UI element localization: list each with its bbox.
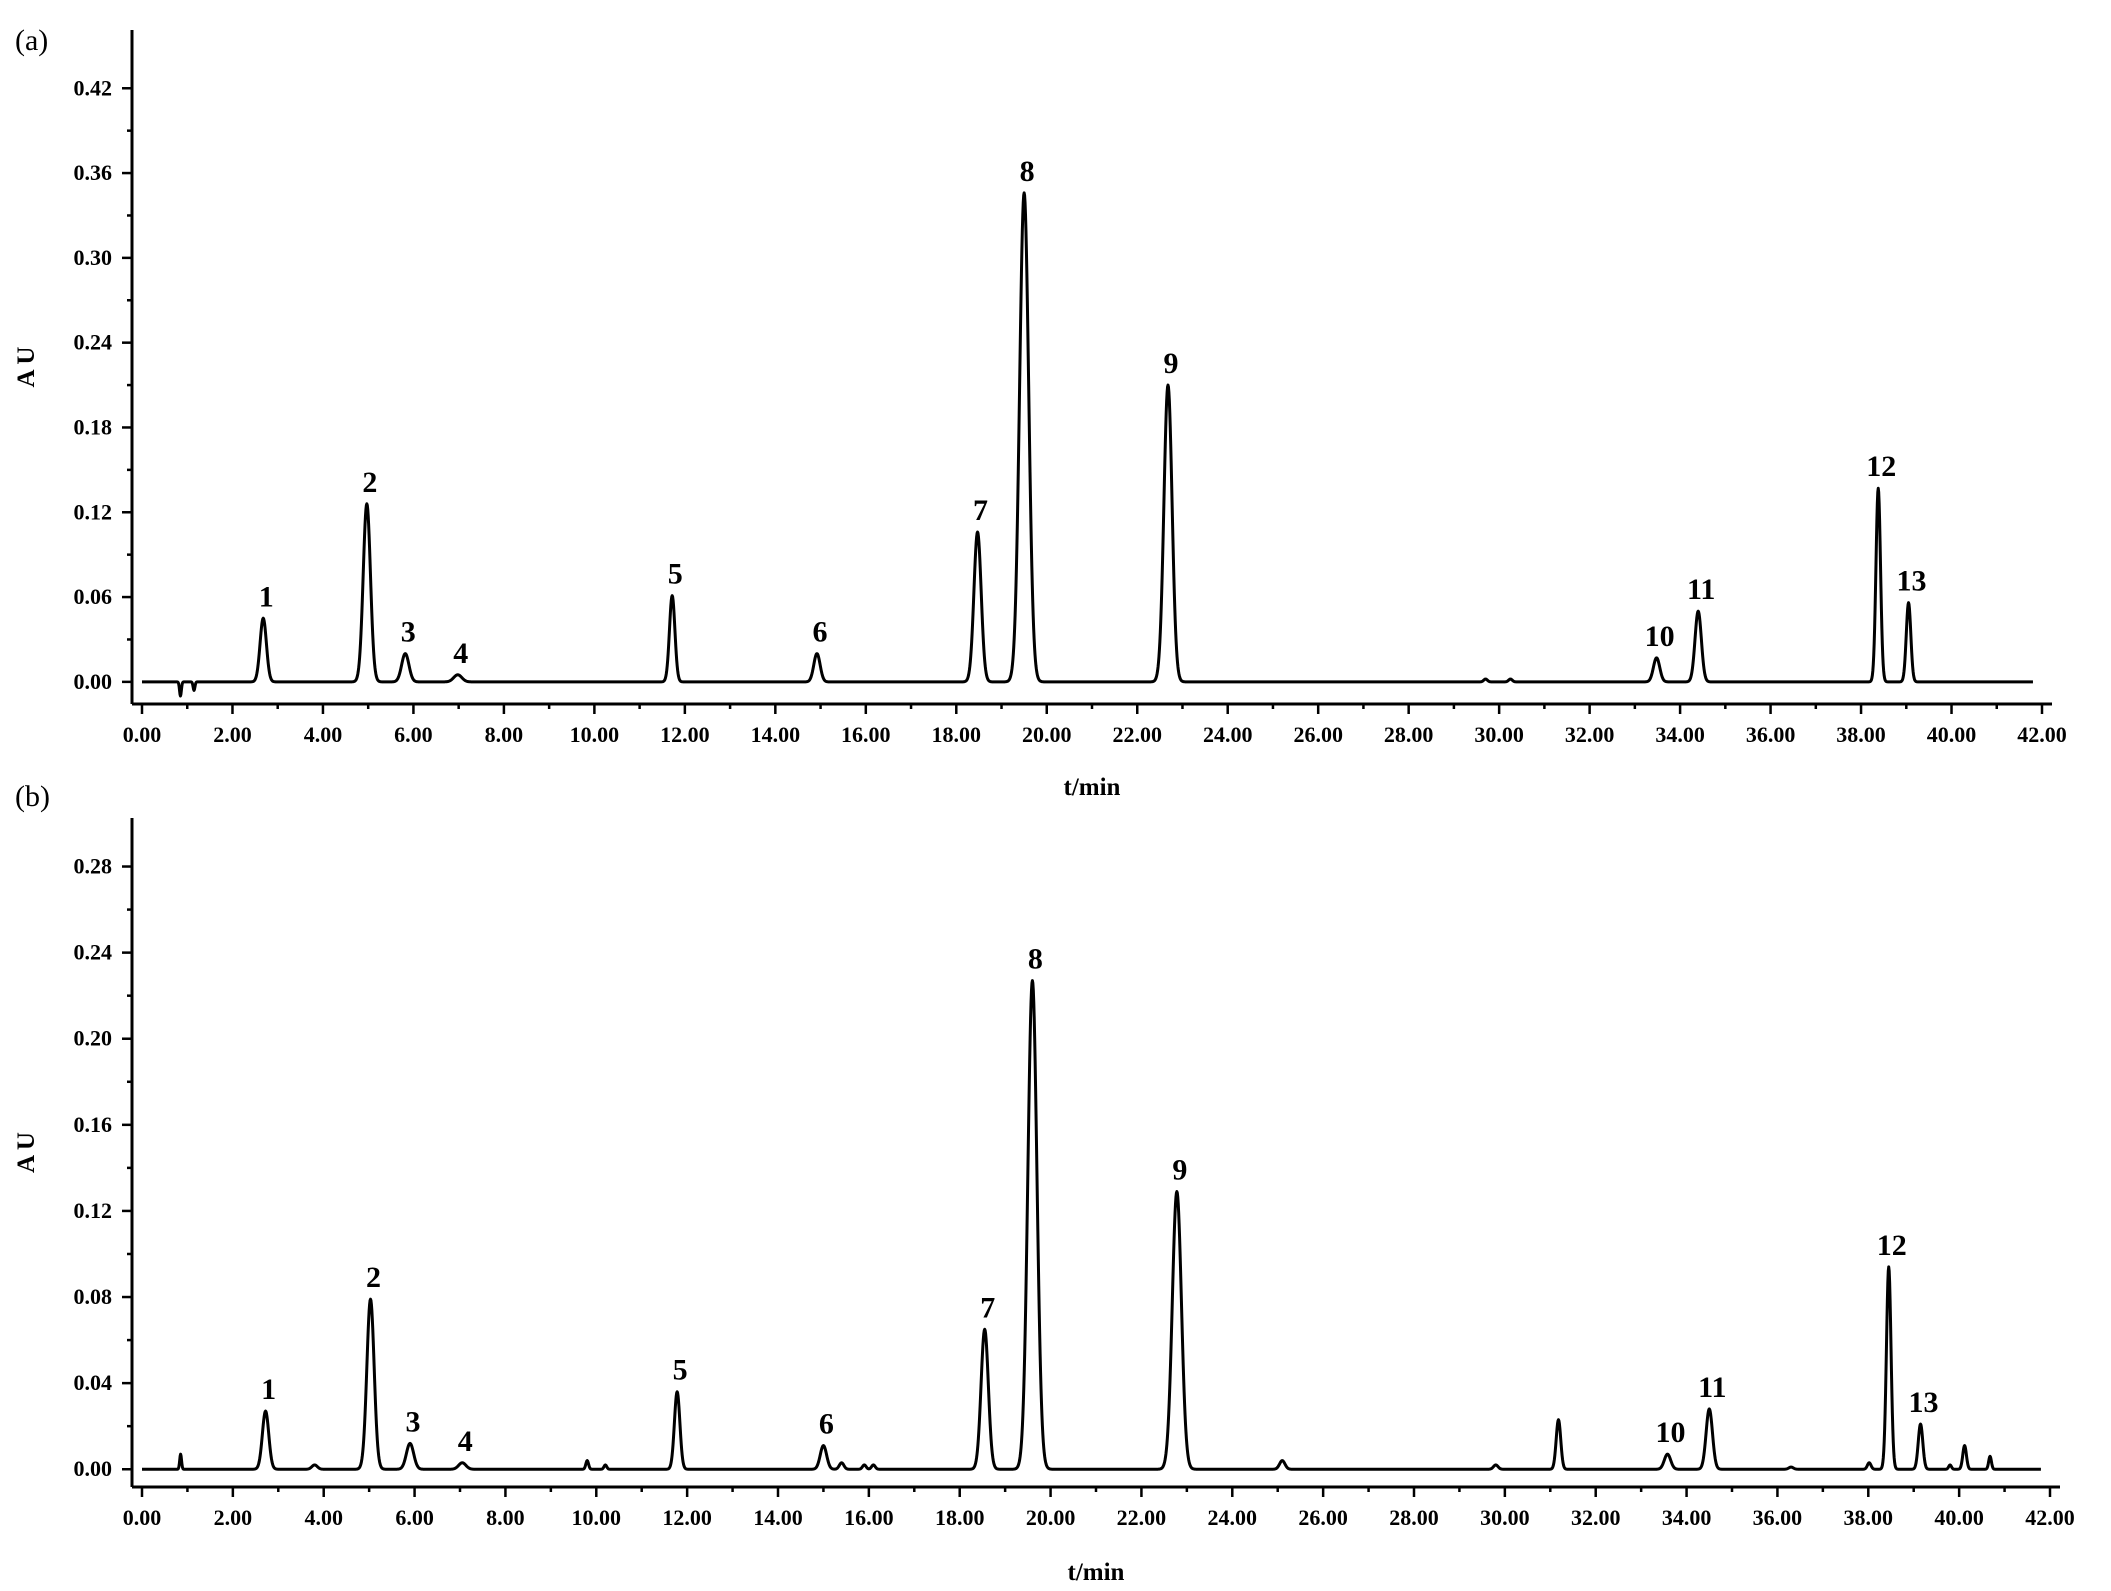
peak-label: 3	[406, 1405, 421, 1438]
x-tick-label: 10.00	[572, 1505, 622, 1530]
x-tick-label: 32.00	[1571, 1505, 1621, 1530]
x-tick-label: 40.00	[1927, 722, 1977, 747]
x-tick-label: 12.00	[662, 1505, 712, 1530]
x-axis-title: t/min	[1064, 774, 1121, 801]
x-tick-label: 18.00	[935, 1505, 985, 1530]
x-tick-label: 16.00	[844, 1505, 894, 1530]
x-tick-label: 42.00	[2017, 722, 2067, 747]
peak-label: 3	[401, 616, 416, 649]
peak-label: 1	[259, 580, 274, 613]
y-tick-label: 0.28	[74, 854, 113, 879]
peak-label: 10	[1655, 1416, 1685, 1449]
x-tick-label: 18.00	[932, 722, 982, 747]
y-tick-label: 0.16	[74, 1112, 113, 1137]
x-tick-label: 10.00	[570, 722, 620, 747]
x-tick-label: 24.00	[1208, 1505, 1258, 1530]
y-tick-label: 0.18	[74, 414, 113, 439]
x-tick-label: 6.00	[394, 722, 433, 747]
peak-label: 11	[1698, 1371, 1726, 1404]
peak-label: 11	[1687, 573, 1715, 606]
x-tick-label: 4.00	[304, 722, 343, 747]
x-tick-label: 8.00	[485, 722, 524, 747]
peak-label: 4	[453, 637, 468, 670]
peak-label: 10	[1645, 620, 1675, 653]
y-tick-label: 0.24	[74, 940, 113, 965]
y-tick-label: 0.20	[74, 1026, 113, 1051]
x-tick-label: 42.00	[2025, 1505, 2075, 1530]
peak-label: 6	[819, 1408, 834, 1441]
y-tick-label: 0.36	[74, 160, 113, 185]
y-tick-label: 0.24	[74, 330, 113, 355]
peak-label: 12	[1877, 1229, 1907, 1262]
peak-label: 8	[1028, 943, 1043, 976]
peak-label: 9	[1164, 347, 1179, 380]
peak-label: 7	[973, 494, 988, 527]
x-tick-label: 28.00	[1384, 722, 1434, 747]
x-tick-label: 36.00	[1746, 722, 1796, 747]
peak-label: 6	[812, 616, 827, 649]
x-tick-label: 22.00	[1112, 722, 1162, 747]
x-tick-label: 20.00	[1026, 1505, 1076, 1530]
x-tick-label: 14.00	[753, 1505, 803, 1530]
x-tick-label: 26.00	[1293, 722, 1343, 747]
y-tick-label: 0.04	[74, 1370, 113, 1395]
x-tick-label: 14.00	[751, 722, 801, 747]
x-tick-label: 4.00	[304, 1505, 343, 1530]
x-tick-label: 16.00	[841, 722, 891, 747]
y-tick-label: 0.06	[74, 584, 113, 609]
x-tick-label: 20.00	[1022, 722, 1072, 747]
panel-b: (b)0.00 2.00 4.00 6.00 8.00 10.00 12.00 14.00 16…	[13, 780, 2075, 1586]
peak-label: 5	[673, 1354, 688, 1387]
x-tick-label: 2.00	[214, 1505, 253, 1530]
y-tick-label: 0.42	[74, 75, 113, 100]
x-tick-label: 36.00	[1753, 1505, 1803, 1530]
x-tick-label: 40.00	[1934, 1505, 1984, 1530]
x-tick-label: 22.00	[1117, 1505, 1167, 1530]
x-tick-label: 34.00	[1662, 1505, 1712, 1530]
peak-label: 13	[1909, 1386, 1939, 1419]
y-tick-label: 0.30	[74, 245, 113, 270]
x-tick-label: 0.00	[123, 1505, 162, 1530]
y-tick-label: 0.00	[74, 1456, 113, 1481]
x-tick-label: 26.00	[1298, 1505, 1348, 1530]
peak-label: 9	[1172, 1154, 1187, 1187]
peak-label: 8	[1020, 155, 1035, 188]
chromatogram-trace	[140, 191, 2034, 698]
x-tick-label: 6.00	[395, 1505, 434, 1530]
x-tick-label: 8.00	[486, 1505, 525, 1530]
x-tick-label: 32.00	[1565, 722, 1615, 747]
y-axis-title: A U	[13, 347, 40, 388]
peak-label: 2	[366, 1261, 381, 1294]
x-tick-label: 12.00	[660, 722, 710, 747]
x-tick-label: 38.00	[1844, 1505, 1894, 1530]
peak-label: 13	[1897, 565, 1927, 598]
x-tick-label: 0.00	[123, 722, 162, 747]
y-tick-label: 0.12	[74, 1198, 113, 1223]
panel-label: (b)	[15, 780, 50, 813]
x-tick-label: 24.00	[1203, 722, 1253, 747]
x-tick-label: 28.00	[1389, 1505, 1439, 1530]
x-tick-label: 34.00	[1655, 722, 1705, 747]
y-axis-title: A U	[13, 1132, 40, 1173]
panel-label: (a)	[15, 24, 48, 57]
panel-a: (a)0.00 2.00 4.00 6.00 8.00 10.00 12.00 14.00 16…	[13, 24, 2067, 801]
y-tick-label: 0.08	[74, 1284, 113, 1309]
y-tick-label: 0.00	[74, 669, 113, 694]
x-axis-title: t/min	[1068, 1559, 1125, 1586]
peak-label: 2	[362, 466, 377, 499]
peak-label: 7	[980, 1291, 995, 1324]
x-tick-label: 2.00	[213, 722, 252, 747]
x-tick-label: 30.00	[1480, 1505, 1530, 1530]
peak-label: 4	[458, 1425, 473, 1458]
peak-label: 5	[668, 558, 683, 591]
peak-label: 12	[1866, 450, 1896, 483]
chromatogram-trace	[140, 979, 2042, 1471]
x-tick-label: 38.00	[1836, 722, 1886, 747]
y-tick-label: 0.12	[74, 499, 113, 524]
peak-label: 1	[261, 1373, 276, 1406]
x-tick-label: 30.00	[1474, 722, 1524, 747]
